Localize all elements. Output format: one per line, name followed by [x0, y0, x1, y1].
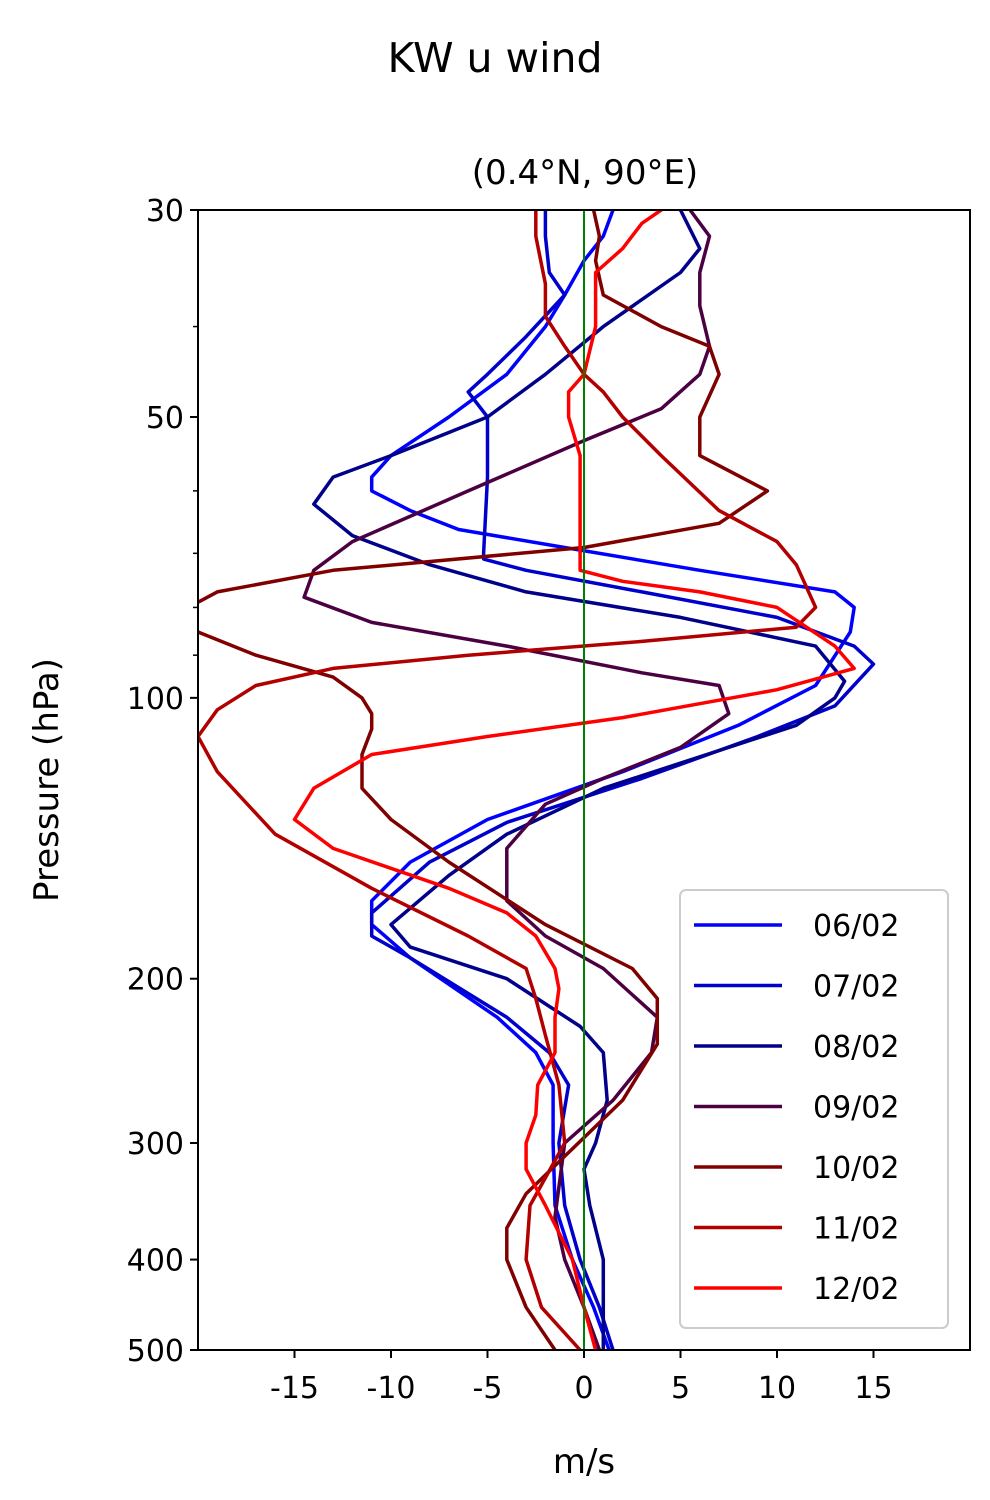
y-axis-label: Pressure (hPa)	[27, 658, 67, 902]
x-tick-label: 15	[854, 1371, 892, 1406]
x-tick-label: -5	[473, 1371, 503, 1406]
y-tick-label: 200	[127, 963, 184, 998]
legend-label: 06/02	[813, 909, 899, 944]
series-line-3	[312, 210, 847, 1350]
legend-label: 09/02	[813, 1091, 899, 1126]
series-line-7	[292, 210, 856, 1350]
x-axis: -15 -10 -5 0 5 10 15	[270, 1350, 893, 1406]
x-tick-label: -15	[270, 1371, 319, 1406]
x-tick-label: 5	[671, 1371, 690, 1406]
y-tick-label: 100	[127, 682, 184, 717]
legend-label: 10/02	[813, 1151, 899, 1186]
legend-label: 11/02	[813, 1212, 899, 1247]
plot-area	[197, 209, 971, 1351]
series-line-6	[198, 210, 818, 1350]
y-tick-label: 30	[146, 194, 184, 229]
y-axis: 30 50 100 200 300 400 500	[127, 194, 198, 1369]
series-line-4	[302, 210, 731, 1350]
legend-label: 07/02	[813, 970, 899, 1005]
y-tick-label: 500	[127, 1334, 184, 1369]
x-axis-label: m/s	[553, 1442, 615, 1482]
legend-label: 08/02	[813, 1030, 899, 1065]
x-tick-label: 10	[758, 1371, 796, 1406]
series-line-5	[198, 210, 770, 1350]
legend-box	[679, 889, 949, 1329]
legend: 06/02 07/02 08/02 09/02 10/02 11/02 12/02	[679, 889, 949, 1329]
series-group	[198, 210, 876, 1350]
chart-title: KW u wind	[388, 34, 603, 82]
legend-label: 12/02	[813, 1272, 899, 1307]
x-tick-label: 0	[574, 1371, 593, 1406]
series-line-2	[369, 210, 876, 1350]
y-tick-label: 50	[146, 401, 184, 436]
x-tick-label: -10	[367, 1371, 416, 1406]
y-tick-label: 300	[127, 1127, 184, 1162]
y-tick-label: 400	[127, 1244, 184, 1279]
chart-subtitle: (0.4°N, 90°E)	[472, 153, 698, 193]
series-line-1	[369, 210, 856, 1350]
